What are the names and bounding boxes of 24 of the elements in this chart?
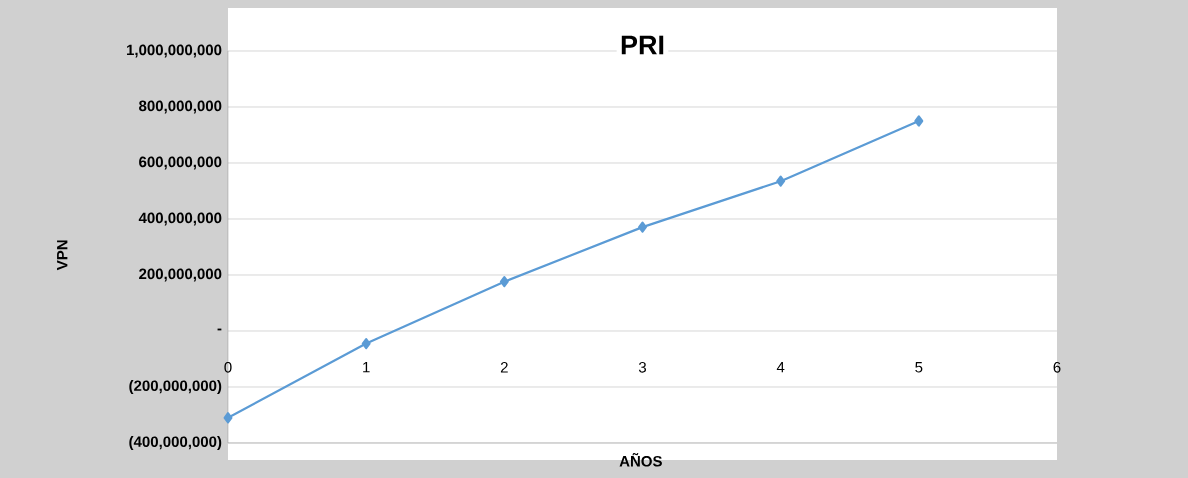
- x-tick-label: 0: [224, 362, 232, 373]
- x-tick-label: 4: [776, 362, 785, 373]
- x-tick-label: 2: [500, 362, 508, 373]
- point: [499, 276, 509, 288]
- y-tick-label: -: [217, 328, 222, 331]
- y-tick-label: 600,000,000: [139, 156, 222, 170]
- y-tick-label: 400,000,000: [138, 212, 222, 226]
- point: [223, 412, 233, 424]
- x-axis-title: AÑOS: [619, 453, 662, 467]
- chart-title: PRI: [621, 35, 664, 55]
- point: [638, 221, 647, 233]
- x-tick-label: 5: [915, 362, 923, 373]
- point: [361, 337, 371, 350]
- point: [914, 115, 924, 127]
- x-tick-label: 6: [1053, 362, 1061, 373]
- y-tick-label: 800,000,000: [139, 100, 222, 114]
- y-tick-label: 1,000,000,000: [126, 44, 222, 58]
- y-tick-label: (400,000,000): [129, 436, 222, 450]
- point: [776, 175, 786, 187]
- y-tick-label: (200,000,000): [129, 380, 222, 394]
- y-tick-label: 200,000,000: [139, 268, 222, 282]
- y-axis-title: VPN: [57, 240, 68, 271]
- x-tick-label: 1: [363, 362, 370, 373]
- x-tick-label: 3: [638, 362, 647, 373]
